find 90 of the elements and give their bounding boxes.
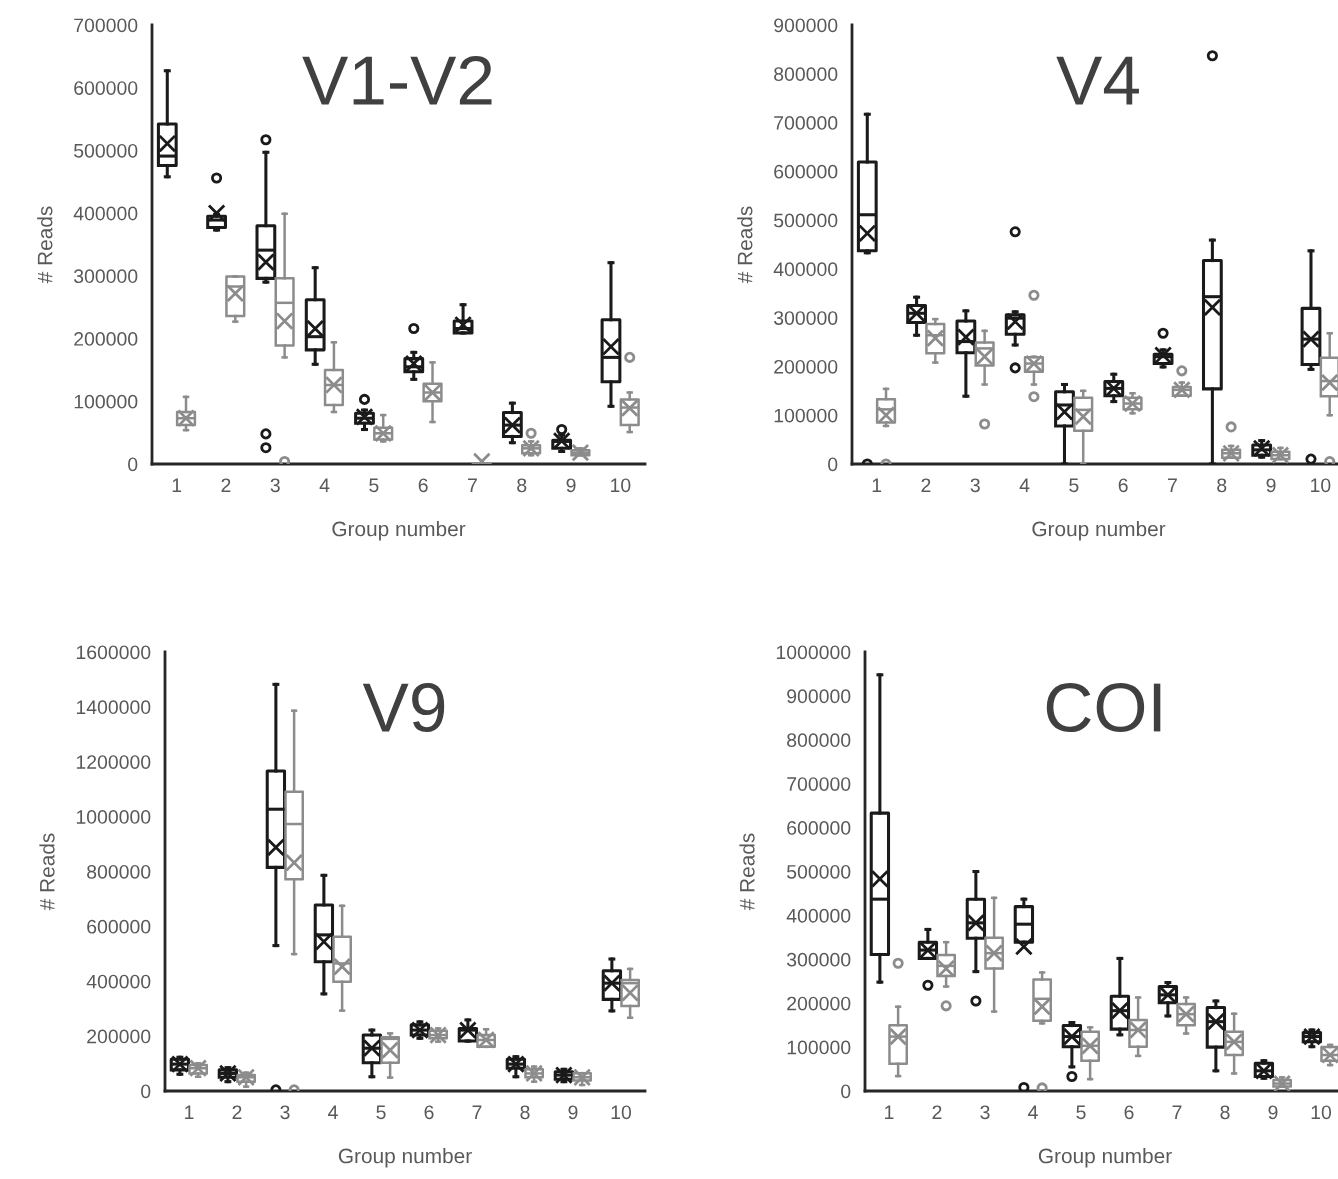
y-tick-label: 300000 xyxy=(786,952,851,967)
chart-title: V1-V2 xyxy=(302,55,492,105)
x-tick-label: 9 xyxy=(1268,1105,1278,1120)
x-tick-label: 3 xyxy=(280,1105,290,1120)
y-tick-label: 100000 xyxy=(787,1040,851,1055)
x-tick-label: 5 xyxy=(369,478,379,493)
y-tick-label: 0 xyxy=(141,1084,151,1099)
y-tick-label: 600000 xyxy=(87,919,151,934)
x-tick-label: 10 xyxy=(1311,478,1331,493)
y-tick-label: 700000 xyxy=(787,777,851,791)
x-tick-label: 3 xyxy=(980,1105,990,1120)
y-tick-label: 0 xyxy=(128,457,138,472)
y-tick-label: 1400000 xyxy=(76,700,151,715)
x-tick-label: 8 xyxy=(520,1105,530,1120)
x-tick-label: 8 xyxy=(517,478,527,493)
y-tick-label: 300000 xyxy=(73,269,138,284)
x-axis-title: Group number xyxy=(332,521,466,541)
x-tick-label: 7 xyxy=(1168,478,1177,492)
y-tick-label: 900000 xyxy=(787,689,851,704)
x-tick-label: 1 xyxy=(172,478,182,492)
x-tick-label: 9 xyxy=(568,1105,578,1120)
x-tick-label: 2 xyxy=(932,1105,942,1119)
x-tick-label: 1 xyxy=(872,478,882,492)
x-tick-label: 9 xyxy=(566,478,576,493)
x-tick-label: 7 xyxy=(472,1105,482,1119)
y-tick-label: 700000 xyxy=(774,116,838,130)
y-tick-label: 800000 xyxy=(774,67,838,82)
y-tick-label: 0 xyxy=(841,1084,851,1099)
y-axis-title: # Reads xyxy=(39,833,55,911)
x-tick-label: 6 xyxy=(1124,1105,1134,1120)
x-tick-label: 10 xyxy=(611,478,631,493)
x-tick-label: 10 xyxy=(1311,1105,1332,1120)
x-tick-label: 1 xyxy=(885,1105,894,1119)
x-tick-label: 7 xyxy=(468,478,477,492)
y-tick-label: 1600000 xyxy=(76,645,151,660)
y-tick-label: 800000 xyxy=(87,864,151,879)
chart-title: V4 xyxy=(1056,56,1139,105)
x-tick-label: 6 xyxy=(1118,478,1128,493)
y-tick-label: 300000 xyxy=(773,311,838,325)
y-tick-label: 500000 xyxy=(74,143,138,158)
y-tick-label: 700000 xyxy=(74,18,138,33)
y-tick-label: 1000000 xyxy=(776,645,851,660)
y-tick-label: 200000 xyxy=(774,359,838,374)
y-tick-label: 500000 xyxy=(787,864,851,879)
y-axis-title: # Reads xyxy=(739,833,755,911)
y-tick-label: 600000 xyxy=(74,81,138,95)
y-axis-title: # Reads xyxy=(737,206,753,284)
x-tick-label: 7 xyxy=(1172,1105,1182,1119)
x-tick-label: 4 xyxy=(319,478,330,492)
x-tick-label: 8 xyxy=(1217,478,1227,493)
y-tick-label: 600000 xyxy=(787,821,851,835)
y-tick-label: 0 xyxy=(828,457,838,472)
x-tick-label: 6 xyxy=(418,478,428,493)
x-tick-label: 2 xyxy=(232,1105,242,1119)
chart-title: COI xyxy=(1046,682,1161,733)
x-axis-title: Group number xyxy=(1038,1148,1172,1168)
y-tick-label: 400000 xyxy=(73,206,138,221)
y-tick-label: 200000 xyxy=(787,996,851,1011)
x-tick-label: 2 xyxy=(921,478,931,492)
y-tick-label: 400000 xyxy=(773,262,838,277)
x-tick-label: 10 xyxy=(611,1105,632,1120)
x-tick-label: 6 xyxy=(424,1105,434,1120)
y-tick-label: 1000000 xyxy=(76,810,151,824)
x-tick-label: 3 xyxy=(970,478,980,493)
x-axis-title: Group number xyxy=(338,1148,472,1168)
x-tick-label: 4 xyxy=(1028,1105,1038,1119)
chart-title: V9 xyxy=(362,682,445,733)
y-tick-label: 800000 xyxy=(787,733,851,748)
x-axis-title: Group number xyxy=(1032,521,1166,541)
y-axis-title: # Reads xyxy=(37,206,53,284)
y-tick-label: 600000 xyxy=(774,164,838,179)
x-tick-label: 4 xyxy=(328,1105,338,1119)
x-tick-label: 4 xyxy=(1019,478,1030,492)
y-tick-label: 1200000 xyxy=(76,755,151,769)
y-tick-label: 200000 xyxy=(87,1029,151,1044)
x-tick-label: 8 xyxy=(1220,1105,1230,1120)
y-tick-label: 900000 xyxy=(774,18,838,33)
y-tick-label: 400000 xyxy=(786,908,851,923)
y-tick-label: 100000 xyxy=(774,408,838,423)
x-tick-label: 5 xyxy=(376,1105,386,1120)
y-tick-label: 200000 xyxy=(74,332,138,346)
x-tick-label: 9 xyxy=(1266,478,1276,493)
x-tick-label: 5 xyxy=(1076,1105,1086,1120)
x-tick-label: 3 xyxy=(270,478,280,493)
y-tick-label: 400000 xyxy=(86,974,151,989)
y-tick-label: 500000 xyxy=(774,213,838,228)
x-tick-label: 1 xyxy=(185,1105,194,1119)
x-tick-label: 2 xyxy=(221,478,231,492)
x-tick-label: 5 xyxy=(1069,478,1079,493)
y-tick-label: 100000 xyxy=(74,394,138,409)
